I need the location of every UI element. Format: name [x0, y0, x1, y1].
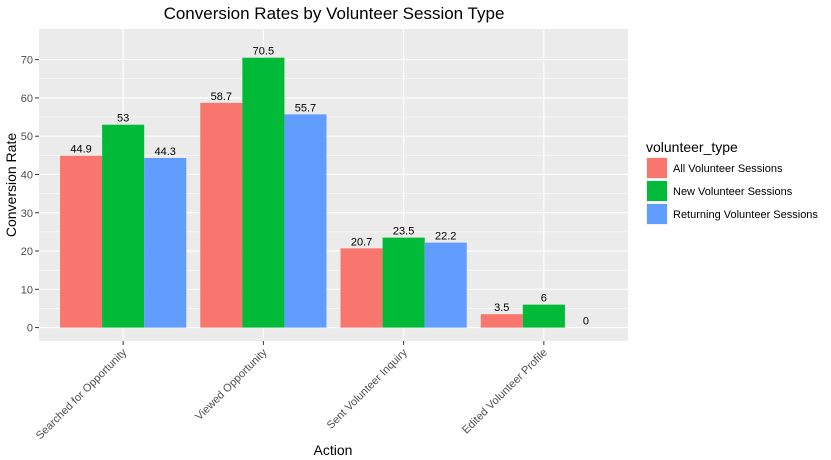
bar: [424, 242, 467, 328]
x-tick-label: Viewed Opportunity: [193, 346, 270, 423]
data-label: 20.7: [351, 236, 372, 248]
bar: [102, 124, 145, 328]
data-label: 58.7: [211, 91, 232, 103]
data-label: 70.5: [253, 46, 274, 58]
data-label: 6: [541, 293, 547, 305]
x-axis-ticks: Searched for Opportunity Viewed Opportuni…: [34, 341, 550, 442]
bar: [200, 102, 243, 328]
bar: [522, 304, 565, 328]
data-label: 44.9: [70, 144, 91, 156]
bar: [284, 114, 327, 328]
x-tick-label: Edited Volunteer Profile: [460, 347, 550, 437]
bar: [242, 57, 285, 328]
bar: [340, 248, 383, 328]
y-tick-label: 50: [21, 131, 33, 143]
data-label: 22.2: [435, 231, 456, 243]
bar: [382, 237, 425, 328]
x-axis-title: Action: [314, 442, 353, 458]
bar: [480, 314, 523, 328]
data-label: 44.3: [155, 146, 176, 158]
legend-swatch: [647, 158, 667, 178]
y-tick-label: 60: [21, 93, 33, 105]
y-axis-title: Conversion Rate: [3, 133, 19, 237]
legend-label: All Volunteer Sessions: [673, 163, 783, 175]
y-axis-ticks: 0 10 20 30 40 50 60 70: [21, 55, 39, 335]
y-tick-label: 70: [21, 55, 33, 67]
y-tick-label: 40: [21, 169, 33, 181]
data-label: 55.7: [295, 102, 316, 114]
data-label: 53: [117, 113, 129, 125]
legend-swatch: [647, 181, 667, 201]
data-labels: 44.9 58.7 20.7 3.5 53 70.5 23.5 6 44.3 55.7 22.2 0: [70, 46, 589, 328]
bars: [60, 57, 565, 328]
y-tick-label: 0: [27, 323, 33, 335]
x-tick-label: Sent Volunteer Inquiry: [325, 346, 410, 431]
data-label: 0: [583, 316, 589, 328]
y-tick-label: 20: [21, 246, 33, 258]
x-tick-label: Searched for Opportunity: [34, 346, 130, 442]
legend-label: Returning Volunteer Sessions: [673, 209, 818, 221]
legend-label: New Volunteer Sessions: [673, 186, 793, 198]
legend: volunteer_type All Volunteer Sessions New…: [646, 139, 818, 225]
y-tick-label: 30: [21, 208, 33, 220]
legend-title: volunteer_type: [646, 139, 738, 155]
data-label: 3.5: [494, 302, 509, 314]
chart-title: Conversion Rates by Volunteer Session Ty…: [164, 4, 505, 23]
y-tick-label: 10: [21, 284, 33, 296]
data-label: 23.5: [393, 226, 414, 238]
bar: [60, 155, 103, 328]
bar: [144, 158, 187, 328]
legend-swatch: [647, 204, 667, 224]
